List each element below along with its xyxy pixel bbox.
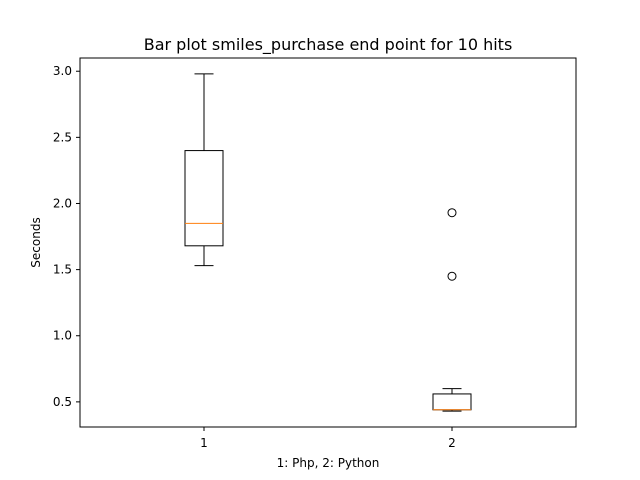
y-tick-label: 3.0 <box>53 64 72 78</box>
axes-frame <box>79 57 577 428</box>
x-tick-label: 1 <box>200 436 208 450</box>
y-tick-label: 2.5 <box>53 130 72 144</box>
y-tick-label: 2.0 <box>53 196 72 210</box>
y-tick-label: 1.5 <box>53 263 72 277</box>
box-iqr <box>184 150 224 247</box>
y-axis-label: Seconds <box>29 217 43 267</box>
outlier-point <box>447 271 457 281</box>
chart-title: Bar plot smiles_purchase end point for 1… <box>144 35 513 55</box>
plot-area: 0.5 1.0 1.5 2.0 2.5 3.0 1 2 <box>53 64 472 450</box>
outlier-point <box>447 208 457 218</box>
y-tick-label: 0.5 <box>53 395 72 409</box>
x-axis-label: 1: Php, 2: Python <box>277 456 380 470</box>
x-tick-label: 2 <box>448 436 456 450</box>
y-tick-label: 1.0 <box>53 329 72 343</box>
